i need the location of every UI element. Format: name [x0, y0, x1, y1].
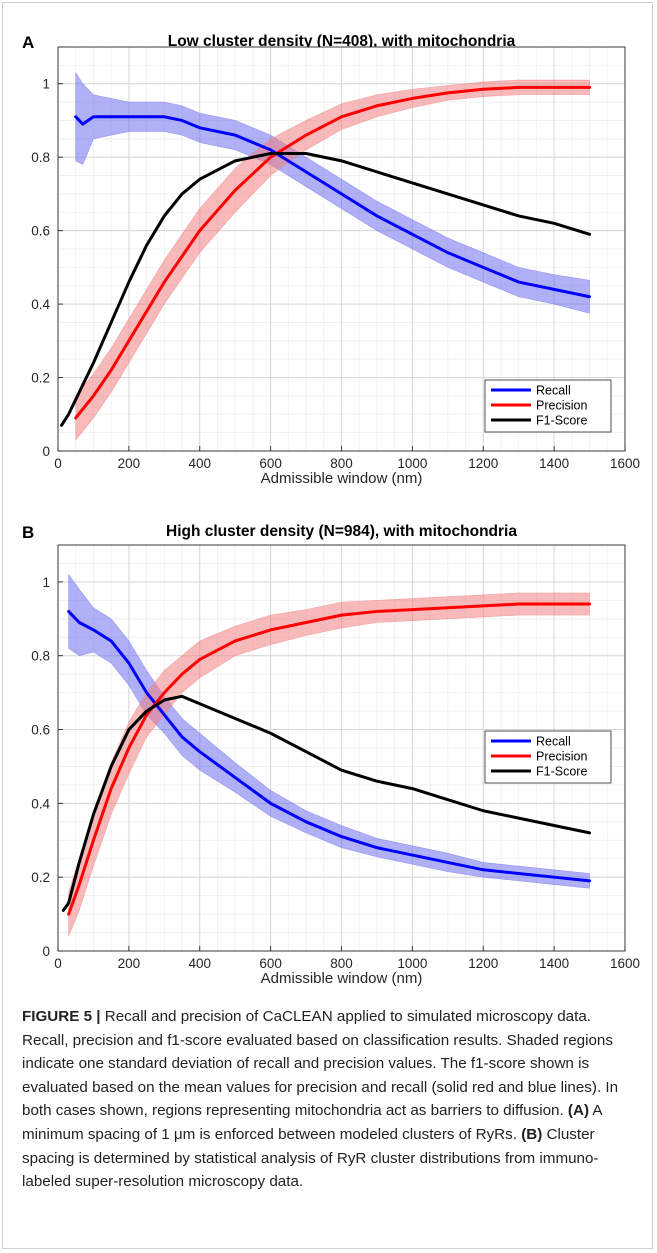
legend-entry: Recall [536, 735, 571, 749]
sd-band-precision [68, 592, 590, 937]
series-line-recall [67, 609, 592, 883]
x-tick-label: 400 [188, 956, 211, 971]
x-tick-label: 600 [259, 456, 282, 471]
x-tick-label: 1000 [397, 956, 427, 971]
chart-b: B High cluster density (N=984), with mito… [22, 523, 640, 987]
x-axis-label: Admissible window (nm) [261, 970, 423, 987]
y-tick-label: 0.4 [31, 297, 50, 312]
x-tick-label: 400 [188, 456, 211, 471]
x-tick-label: 200 [118, 456, 141, 471]
y-tick-label: 0.6 [31, 224, 50, 239]
x-tick-label: 1200 [468, 456, 498, 471]
caption-text: A minimum spacing of 1 μm is enforced be… [22, 1102, 602, 1143]
sd-band-recall [68, 573, 590, 889]
x-tick-label: 1600 [610, 456, 640, 471]
series-line-precision [67, 602, 592, 916]
x-tick-label: 1400 [539, 456, 569, 471]
y-tick-label: 0.4 [31, 796, 50, 811]
y-tick-label: 0 [42, 944, 50, 959]
y-tick-label: 1 [42, 77, 50, 92]
y-tick-label: 0 [42, 444, 50, 459]
sd-band-recall [75, 71, 590, 314]
x-tick-label: 600 [259, 956, 282, 971]
x-tick-label: 1600 [610, 956, 640, 971]
x-tick-label: 1400 [539, 956, 569, 971]
y-tick-label: 0.2 [31, 870, 50, 885]
legend-entry: F1-Score [536, 414, 587, 428]
x-tick-label: 1000 [397, 456, 427, 471]
legend-entry: F1-Score [536, 765, 587, 779]
caption-text: Recall and precision of CaCLEAN applied … [22, 1008, 619, 1120]
x-tick-label: 1200 [468, 956, 498, 971]
caption-panel-ref: (B) [521, 1125, 543, 1143]
series-line-precision [74, 85, 592, 420]
panel-label: B [22, 523, 34, 542]
caption-body: Recall and precision of CaCLEAN applied … [22, 1008, 618, 1190]
panel-a: A Low cluster density (N=408), with mitoc… [0, 0, 657, 490]
x-axis-label: Admissible window (nm) [261, 470, 423, 487]
caption-panel-ref: (A) [567, 1102, 590, 1120]
x-tick-label: 800 [330, 456, 353, 471]
legend-entry: Precision [536, 750, 587, 764]
chart-a: A Low cluster density (N=408), with mitoc… [22, 33, 640, 487]
y-tick-label: 1 [42, 575, 50, 590]
x-tick-label: 800 [330, 956, 353, 971]
legend-entry: Recall [536, 384, 571, 398]
y-tick-label: 0.6 [31, 723, 50, 738]
x-tick-label: 200 [118, 956, 141, 971]
legend-entry: Precision [536, 399, 587, 413]
figure-caption: FIGURE 5 | Recall and precision of CaCLE… [22, 1005, 640, 1194]
y-tick-label: 0.8 [31, 649, 50, 664]
series-line-f1-score [61, 694, 592, 912]
x-tick-label: 0 [54, 456, 62, 471]
series-line-recall [74, 115, 592, 299]
y-tick-label: 0.2 [31, 371, 50, 386]
y-tick-label: 0.8 [31, 150, 50, 165]
series-line-f1-score [60, 152, 592, 427]
caption-label: FIGURE 5 | [22, 1008, 101, 1025]
chart-title: Low cluster density (N=408), with mitoch… [168, 33, 516, 50]
chart-title: High cluster density (N=984), with mitoc… [166, 523, 517, 540]
panel-b: B High cluster density (N=984), with mito… [0, 498, 657, 990]
x-tick-label: 0 [54, 956, 62, 971]
panel-label: A [22, 33, 34, 52]
data-layer [60, 71, 592, 441]
caption-text: Cluster spacing is determined by statist… [22, 1125, 599, 1191]
data-layer [61, 573, 592, 937]
